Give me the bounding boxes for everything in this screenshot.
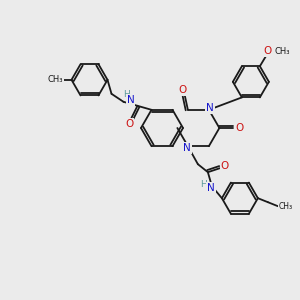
- Text: N: N: [183, 143, 191, 153]
- Text: N: N: [207, 183, 215, 193]
- Text: N: N: [206, 103, 214, 113]
- Text: O: O: [125, 119, 134, 129]
- Text: N: N: [127, 95, 134, 105]
- Text: H: H: [123, 90, 130, 99]
- Text: CH₃: CH₃: [279, 202, 293, 211]
- Text: H: H: [200, 180, 207, 189]
- Text: CH₃: CH₃: [48, 75, 63, 84]
- Text: O: O: [179, 85, 187, 95]
- Text: O: O: [221, 161, 229, 171]
- Text: O: O: [235, 123, 244, 133]
- Text: O: O: [264, 46, 272, 56]
- Text: CH₃: CH₃: [274, 47, 289, 56]
